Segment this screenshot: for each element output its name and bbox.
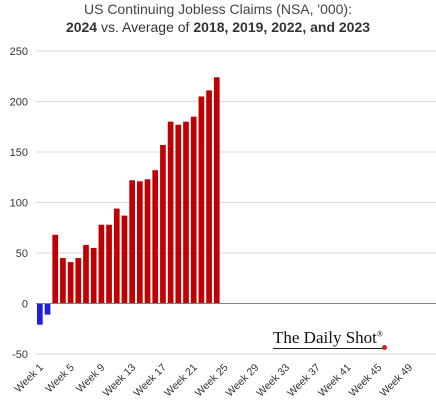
bar-week-3 <box>52 234 59 304</box>
bar-week-20 <box>183 121 189 304</box>
chart-title-year: 2024 <box>65 19 98 35</box>
y-tick-label: 250 <box>10 46 28 58</box>
bar-week-16 <box>152 170 159 304</box>
bar-week-15 <box>144 179 151 304</box>
bar-week-6 <box>75 258 82 304</box>
bar-week-17 <box>160 144 166 304</box>
bar-week-9 <box>98 224 105 304</box>
bar-week-19 <box>175 124 182 304</box>
x-tick-label: Week 49 <box>378 362 416 400</box>
y-axis-ticks: -50 0 50 100 150 200 250 <box>10 46 28 361</box>
logo-text: The Daily Shot <box>273 328 377 347</box>
x-tick-label: Week 25 <box>193 362 231 400</box>
bar-week-13 <box>129 180 135 304</box>
chart-title-line1: US Continuing Jobless Claims (NSA, '000)… <box>83 1 352 17</box>
x-tick-label: Week 5 <box>43 362 77 396</box>
x-tick-label: Week 45 <box>347 362 385 400</box>
x-tick-label: Week 29 <box>224 362 262 400</box>
y-tick-label: 100 <box>10 198 28 210</box>
bar-week-18 <box>167 121 174 304</box>
bar-week-4 <box>60 258 66 304</box>
x-tick-label: Week 13 <box>101 362 139 400</box>
bar-week-24 <box>213 77 220 304</box>
daily-shot-logo: The Daily Shot® <box>273 328 383 348</box>
logo-registered-symbol: ® <box>376 329 383 339</box>
bars <box>37 77 220 325</box>
logo-dot <box>382 345 387 350</box>
y-tick-label: 150 <box>10 147 28 159</box>
bar-week-8 <box>90 247 97 304</box>
bar-week-5 <box>67 262 74 304</box>
x-tick-label: Week 21 <box>162 362 200 400</box>
bar-week-12 <box>121 215 128 304</box>
x-tick-label: Week 41 <box>316 362 354 400</box>
bar-week-21 <box>190 116 197 304</box>
chart-title: US Continuing Jobless Claims (NSA, '000)… <box>0 0 436 37</box>
bar-week-23 <box>206 90 212 304</box>
bar-week-11 <box>113 208 120 304</box>
chart-title-line2: 2024 vs. Average of 2018, 2019, 2022, an… <box>0 18 436 37</box>
y-tick-label: 50 <box>16 248 28 260</box>
y-tick-label: 0 <box>22 299 28 311</box>
x-tick-label: Week 37 <box>285 362 323 400</box>
y-tick-label: 200 <box>10 97 28 109</box>
bar-week-7 <box>83 244 89 304</box>
chart-title-connector: vs. Average of <box>97 19 194 35</box>
y-tick-label: -50 <box>12 349 28 361</box>
bar-week-22 <box>198 96 205 304</box>
bar-week-2 <box>44 303 51 315</box>
x-tick-label: Week 33 <box>254 362 292 400</box>
x-tick-label: Week 1 <box>12 362 46 396</box>
bar-week-10 <box>106 224 112 304</box>
logo-underline <box>273 348 385 349</box>
chart-title-years: 2018, 2019, 2022, and 2023 <box>193 19 371 35</box>
gridlines <box>36 50 436 355</box>
x-tick-label: Week 17 <box>131 362 169 400</box>
bar-week-14 <box>137 181 143 304</box>
bar-week-1 <box>37 303 43 325</box>
